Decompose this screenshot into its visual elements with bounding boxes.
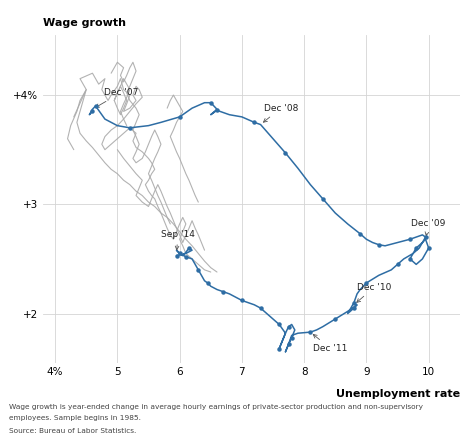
Text: Dec '09: Dec '09 <box>411 219 446 236</box>
Text: Dec '07: Dec '07 <box>96 88 138 108</box>
Text: Wage growth is year-ended change in average hourly earnings of private-sector pr: Wage growth is year-ended change in aver… <box>9 404 423 409</box>
Text: employees. Sample begins in 1985.: employees. Sample begins in 1985. <box>9 416 141 421</box>
Text: Dec '11: Dec '11 <box>313 334 348 353</box>
Text: Wage growth: Wage growth <box>43 18 126 28</box>
Text: Dec '10: Dec '10 <box>357 283 392 302</box>
Text: Source: Bureau of Labor Statistics.: Source: Bureau of Labor Statistics. <box>9 428 137 434</box>
Text: Sep '14: Sep '14 <box>161 230 195 250</box>
Text: Unemployment rate: Unemployment rate <box>336 389 460 399</box>
Text: Dec '08: Dec '08 <box>264 104 298 122</box>
